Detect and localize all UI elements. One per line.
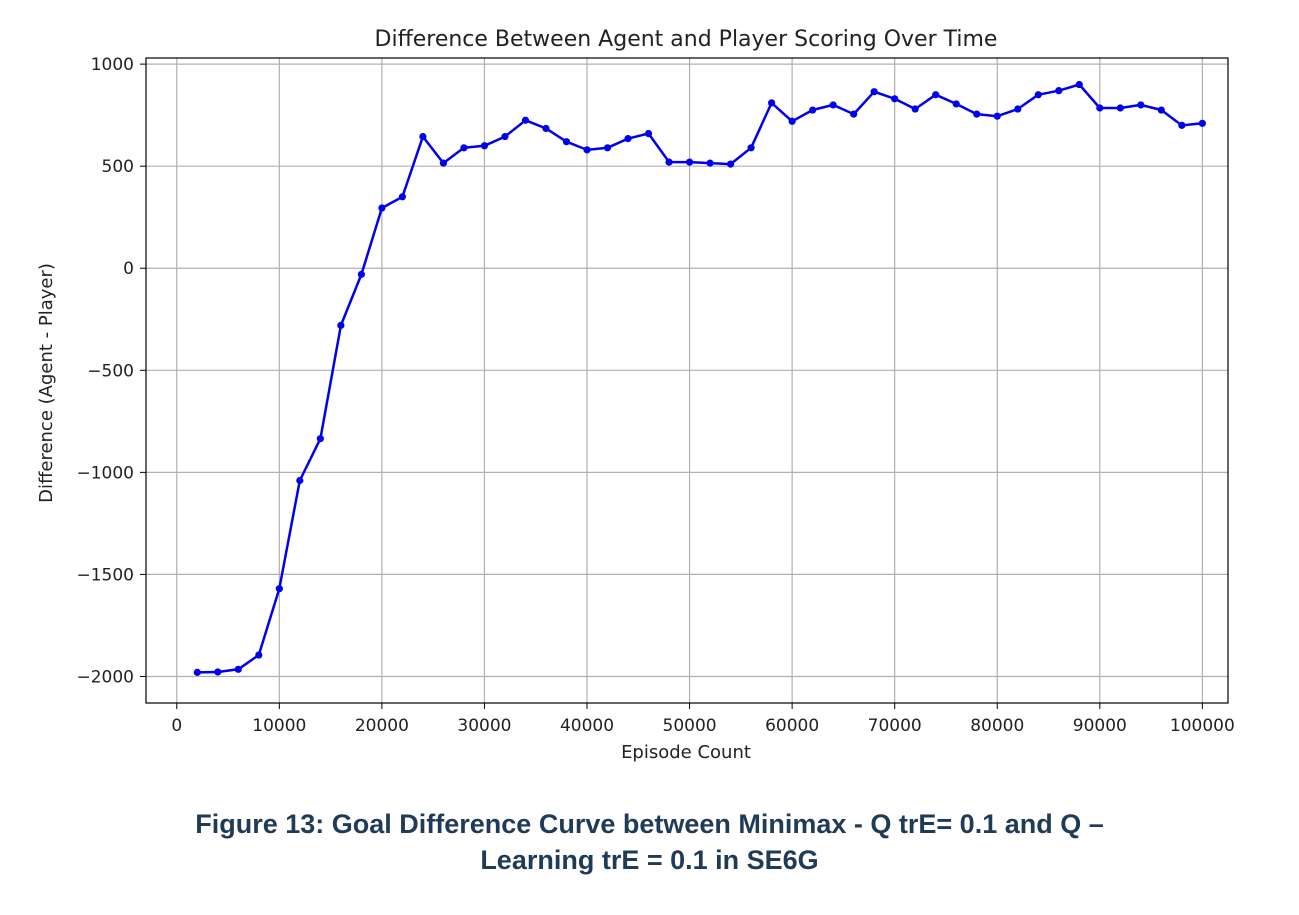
grid-lines xyxy=(146,58,1228,703)
data-point xyxy=(706,159,714,167)
data-point xyxy=(932,91,940,99)
data-point xyxy=(685,158,694,166)
data-point xyxy=(1096,104,1104,112)
axes xyxy=(145,57,1229,704)
data-point xyxy=(1116,104,1124,112)
x-tick-label: 10000 xyxy=(252,716,306,736)
x-tick-label: 60000 xyxy=(765,716,819,736)
data-point xyxy=(562,138,571,146)
x-tick-label: 0 xyxy=(171,716,182,736)
data-point xyxy=(1178,121,1186,129)
data-point xyxy=(1157,106,1165,114)
y-axis-label: Difference (Agent - Player) xyxy=(36,263,57,503)
x-tick-label: 50000 xyxy=(663,716,717,736)
x-tick-label: 80000 xyxy=(970,716,1024,736)
data-point xyxy=(378,204,386,212)
y-tick-label: −2000 xyxy=(76,667,134,687)
data-point xyxy=(460,144,468,152)
y-tick-label: 500 xyxy=(102,157,134,177)
data-point xyxy=(255,651,263,659)
data-point xyxy=(583,146,591,154)
data-point xyxy=(296,476,304,485)
data-point xyxy=(1137,101,1145,109)
data-point xyxy=(316,435,324,443)
y-tick-label: −500 xyxy=(87,361,134,381)
data-point xyxy=(665,158,673,166)
y-tick-label: 0 xyxy=(123,259,134,279)
data-point xyxy=(911,105,919,113)
x-tick-label: 40000 xyxy=(560,716,614,736)
caption-line-1: Figure 13: Goal Difference Curve between… xyxy=(195,809,1104,839)
x-tick-label: 30000 xyxy=(457,716,511,736)
data-point xyxy=(1075,80,1083,89)
x-tick-label: 70000 xyxy=(868,716,922,736)
data-point xyxy=(337,321,345,329)
data-point xyxy=(357,270,365,278)
data-point xyxy=(1055,87,1063,95)
data-point xyxy=(439,159,448,167)
line-chart: 0 10000 20000 30000 40000 50000 60000 70000 8000… xyxy=(36,27,1235,763)
data-point xyxy=(214,668,222,676)
data-point xyxy=(193,668,201,676)
data-point xyxy=(501,132,509,141)
data-point xyxy=(747,144,755,152)
series-line xyxy=(197,83,1203,674)
data-point xyxy=(768,99,776,107)
x-tick-label: 20000 xyxy=(355,716,409,736)
data-point xyxy=(952,100,960,108)
figure-caption: Figure 13: Goal Difference Curve between… xyxy=(0,806,1299,878)
data-point xyxy=(480,142,489,150)
data-point xyxy=(993,112,1001,120)
plot-frame xyxy=(145,57,1229,704)
data-point xyxy=(788,117,796,125)
data-point xyxy=(1014,105,1022,113)
chart-title: Difference Between Agent and Player Scor… xyxy=(375,27,998,52)
data-point xyxy=(419,132,427,141)
data-point xyxy=(234,665,242,673)
data-point xyxy=(624,135,632,143)
data-point xyxy=(870,88,878,96)
data-point xyxy=(891,95,899,103)
x-axis-ticks: 0 10000 20000 30000 40000 50000 60000 70000 8000… xyxy=(171,703,1235,736)
data-point xyxy=(398,193,406,201)
data-point xyxy=(809,106,817,114)
x-tick-label: 100000 xyxy=(1170,716,1235,736)
data-point xyxy=(644,129,653,138)
data-point xyxy=(603,144,612,152)
data-point xyxy=(275,585,283,593)
data-point xyxy=(521,116,530,124)
data-point xyxy=(850,110,858,118)
caption-line-2: Learning trE = 0.1 in SE6G xyxy=(480,845,819,875)
y-tick-label: 1000 xyxy=(91,55,134,75)
x-axis-label: Episode Count xyxy=(621,742,751,763)
data-point xyxy=(542,124,550,133)
data-point xyxy=(726,160,735,168)
data-point xyxy=(1198,119,1206,127)
data-point xyxy=(1034,91,1042,99)
y-tick-label: −1000 xyxy=(76,463,134,483)
data-point xyxy=(973,110,981,118)
y-tick-label: −1500 xyxy=(76,565,134,585)
y-axis-ticks: 1000 500 0 −500 −1000 −1500 −2000 xyxy=(76,55,146,687)
series-group xyxy=(193,80,1206,676)
x-tick-label: 90000 xyxy=(1073,716,1127,736)
data-point xyxy=(829,101,837,109)
